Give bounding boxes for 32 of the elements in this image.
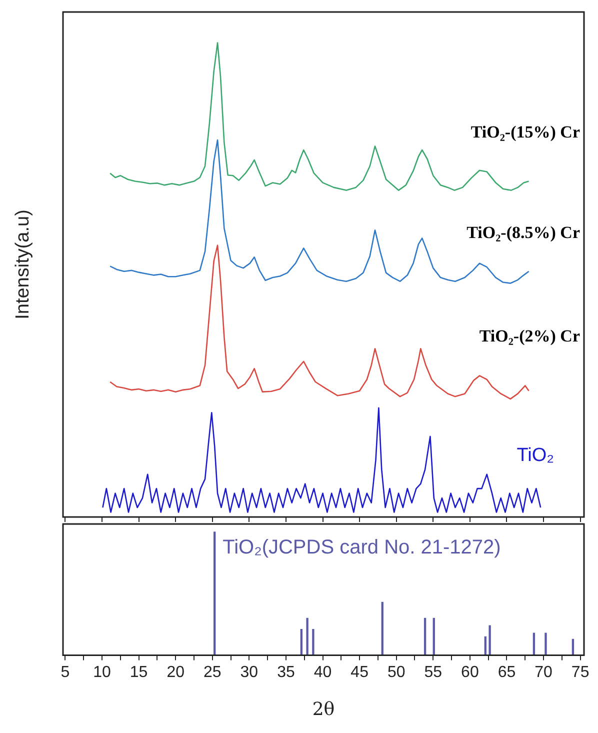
x-tick-label: 55 [424,664,442,682]
bar [532,632,536,656]
x-tick-label: 45 [350,664,369,682]
x-tick-label: 65 [498,664,516,682]
x-tick-label: 30 [240,664,258,682]
x-tick-label: 75 [571,664,590,682]
x-tick-label: 20 [166,664,185,682]
bar [306,618,308,656]
bar [300,629,303,656]
x-axis-title: 2θ [312,698,335,720]
x-tick-label: 40 [314,664,332,682]
series-label: TiO₂-(8.5%) Cr [466,222,580,242]
x-tick-label: 35 [277,664,295,682]
bar [544,632,547,656]
bar [488,625,491,656]
x-tick-label: 15 [130,664,148,682]
bar [381,602,384,656]
x-tick-label: 50 [387,664,406,682]
series-label: TiO₂ [516,444,554,466]
bar [432,618,435,656]
series-label: TiO₂(JCPDS card No. 21-1272) [222,536,501,559]
x-tick-label: 70 [534,664,553,682]
x-tick-label: 60 [461,664,479,682]
bar [424,618,426,656]
bar [214,532,216,656]
bar [312,629,314,656]
x-tick-label: 25 [203,664,222,682]
series-label: TiO₂-(15%) Cr [470,122,580,142]
series-label: TiO₂-(2%) Cr [479,326,580,346]
x-tick-label: 10 [93,664,111,682]
x-tick-label: 5 [60,664,70,682]
y-axis-title: Intensity(a.u) [12,210,34,320]
